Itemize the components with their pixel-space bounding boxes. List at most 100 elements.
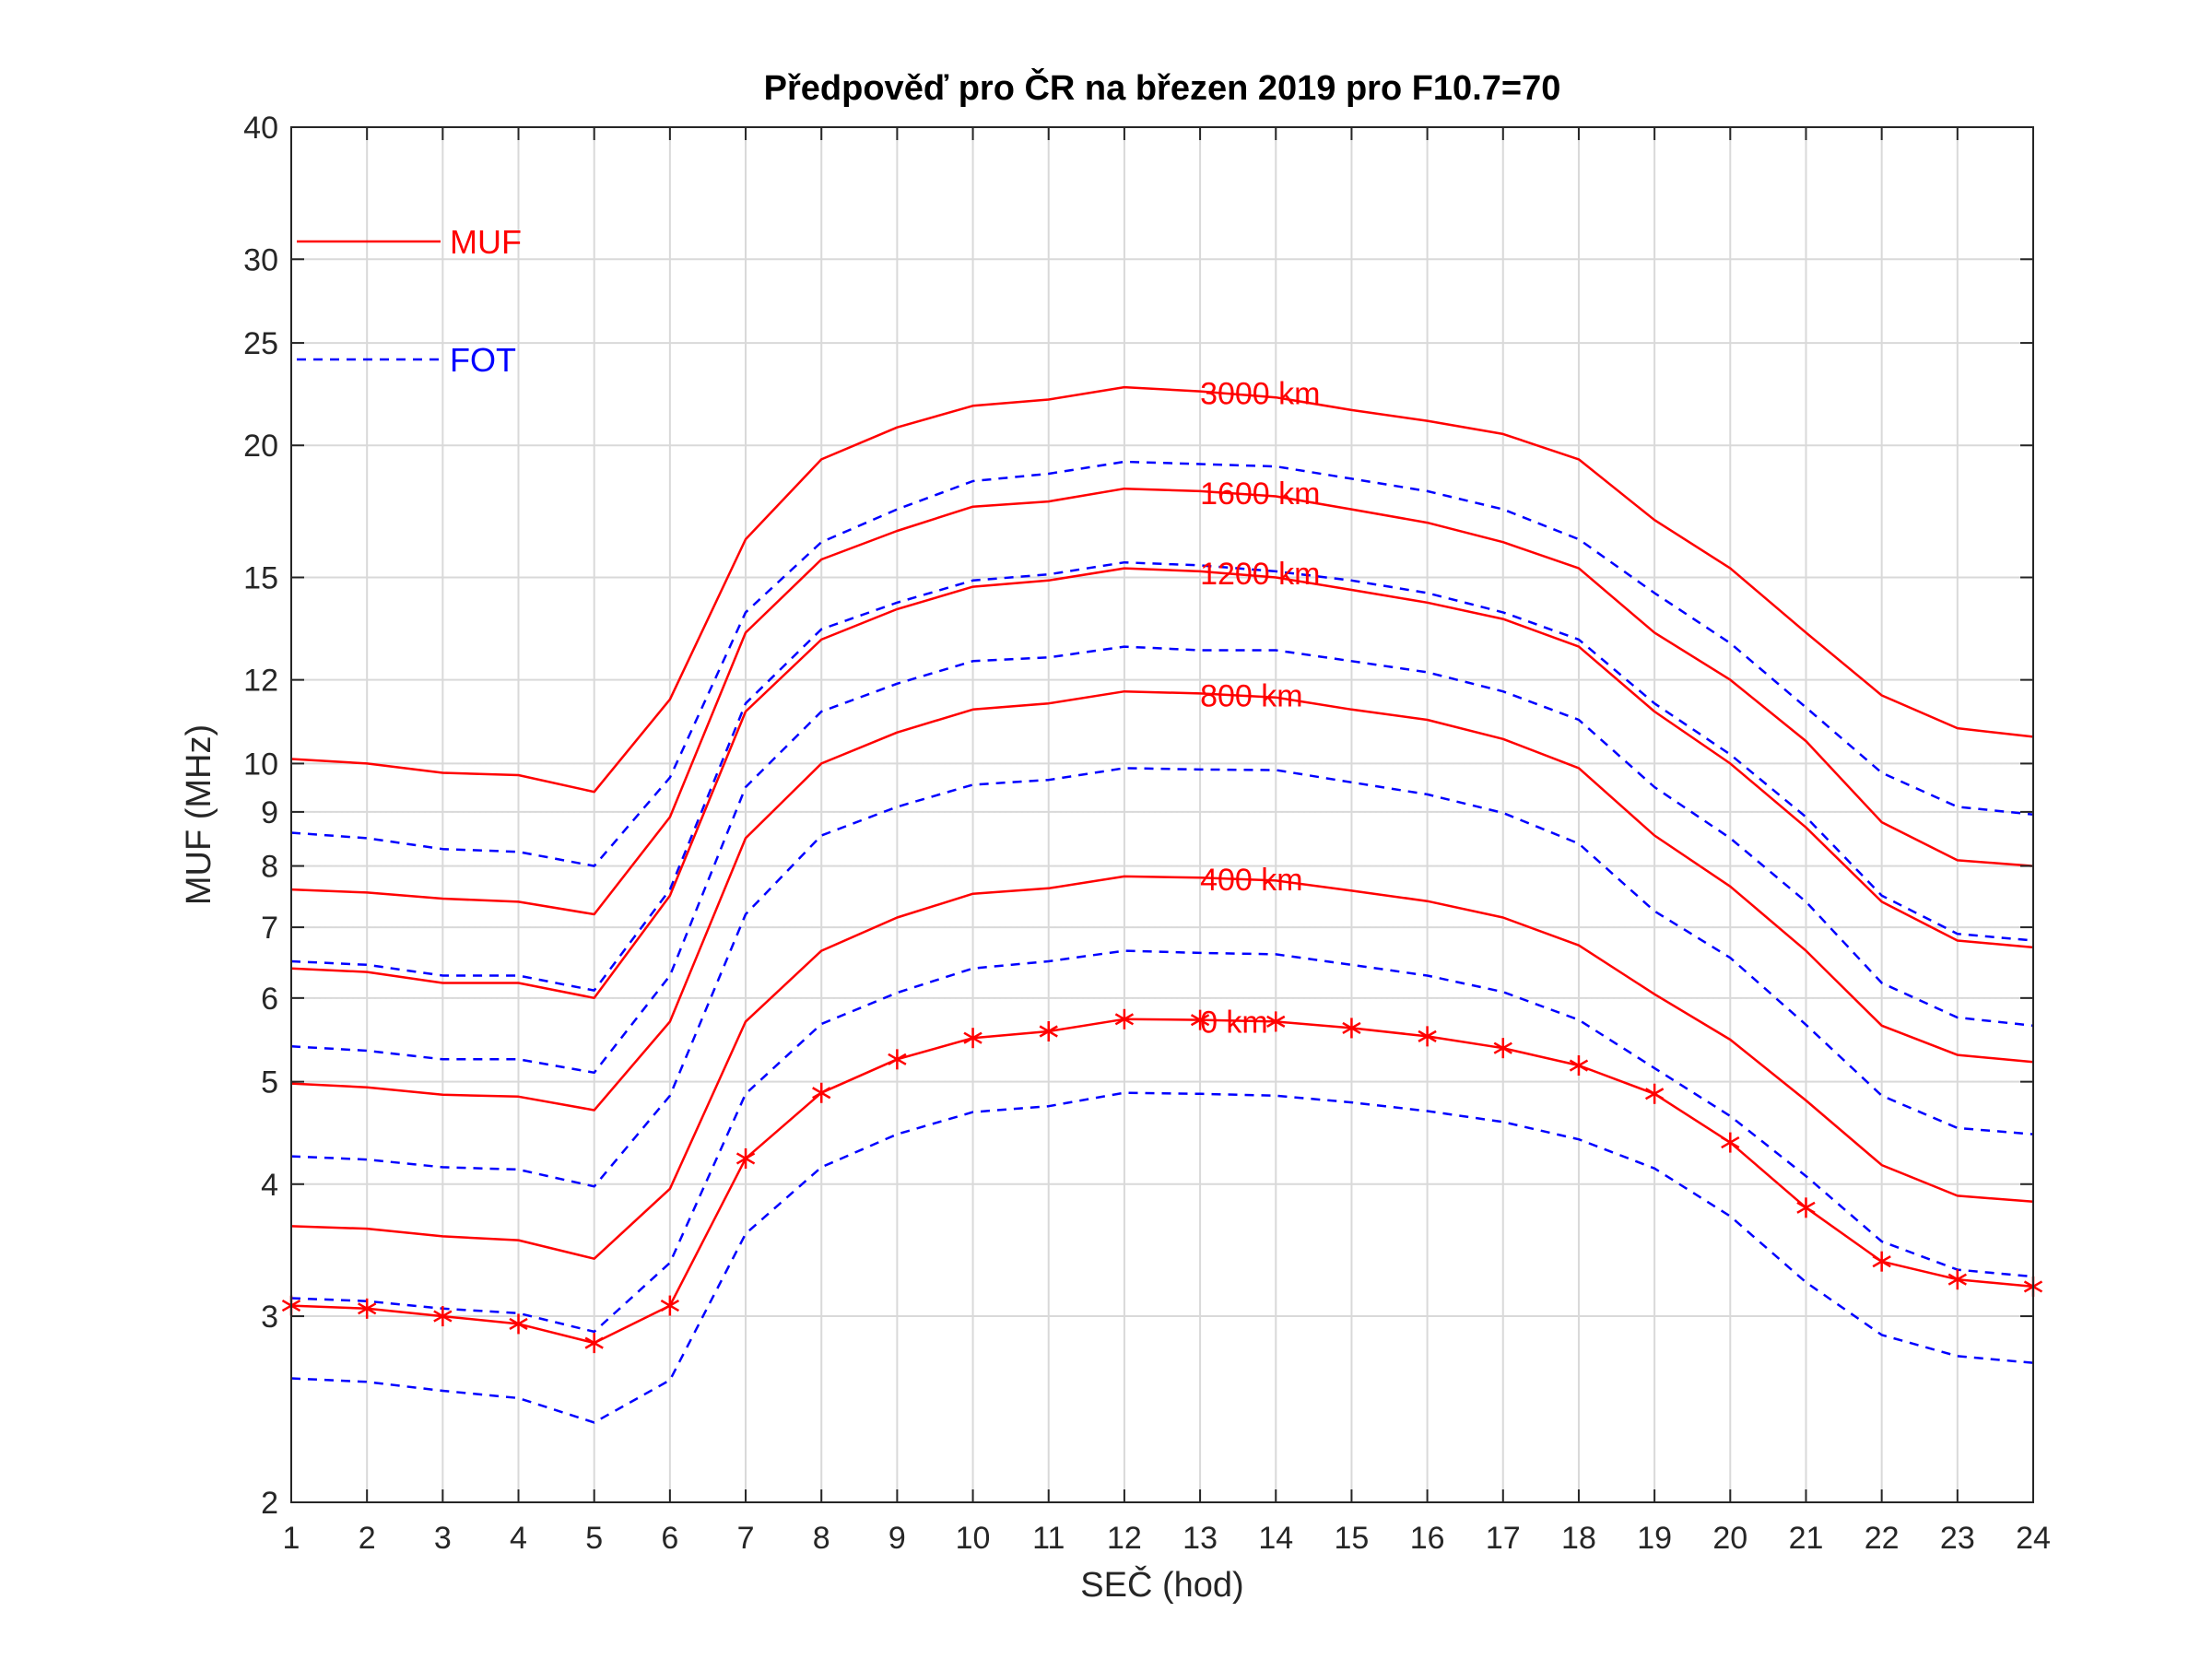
muf-3000km-line — [290, 385, 2034, 794]
asterisk-marker — [963, 1028, 982, 1049]
muf-0km-line — [290, 1018, 2034, 1345]
distance-label: 1200 km — [1200, 557, 1320, 592]
y-tick-label: 30 — [243, 242, 278, 277]
asterisk-marker — [1644, 1083, 1665, 1104]
x-tick-label: 4 — [510, 1521, 527, 1556]
distance-label: 3000 km — [1200, 377, 1320, 412]
asterisk-marker — [1039, 1020, 1058, 1041]
muf-1200km-line — [290, 567, 2034, 1000]
x-tick-label: 3 — [434, 1521, 452, 1556]
asterisk-stroke — [812, 1087, 831, 1100]
grid — [290, 126, 2034, 1503]
asterisk-stroke — [1569, 1059, 1589, 1072]
x-tick-label: 24 — [2016, 1521, 2051, 1556]
plot-border — [290, 126, 2034, 1503]
fot-800km-line — [290, 767, 2034, 1188]
x-tick-label: 22 — [1865, 1521, 1900, 1556]
asterisk-marker — [1796, 1197, 1816, 1218]
asterisk-stroke — [358, 1302, 377, 1315]
x-tick-label: 16 — [1410, 1521, 1445, 1556]
x-tick-label: 20 — [1712, 1521, 1747, 1556]
legend-fot-label: FOT — [450, 341, 516, 379]
asterisk-stroke — [1418, 1030, 1437, 1042]
asterisk-marker — [660, 1295, 680, 1316]
x-tick-label: 5 — [585, 1521, 603, 1556]
series-layer — [281, 385, 2043, 1424]
asterisk-marker — [584, 1333, 604, 1354]
muf-1600km-line — [290, 487, 2034, 916]
x-tick-label: 9 — [888, 1521, 906, 1556]
asterisk-marker — [735, 1147, 756, 1169]
y-tick-label: 2 — [261, 1486, 278, 1521]
x-tick-label: 1 — [283, 1521, 300, 1556]
x-tick-label: 14 — [1258, 1521, 1293, 1556]
asterisk-stroke — [1796, 1201, 1816, 1214]
x-tick-label: 21 — [1789, 1521, 1824, 1556]
x-tick-label: 18 — [1561, 1521, 1596, 1556]
asterisk-marker — [1418, 1026, 1437, 1047]
asterisk-marker — [358, 1298, 377, 1319]
y-tick-label: 7 — [261, 911, 278, 946]
asterisk-stroke — [660, 1299, 680, 1312]
y-tick-label: 3 — [261, 1300, 278, 1335]
chart-title: Předpověď pro ČR na březen 2019 pro F10.… — [764, 66, 1561, 108]
asterisk-marker — [1721, 1132, 1740, 1153]
x-tick-label: 7 — [737, 1521, 755, 1556]
y-tick-label: 10 — [243, 747, 278, 782]
x-tick-label: 6 — [661, 1521, 678, 1556]
annotation-layer: 3000 km 1600 km 1200 km 800 km 400 km 0 km — [1200, 377, 1320, 1041]
asterisk-marker — [433, 1306, 453, 1327]
x-tick-label: 2 — [359, 1521, 376, 1556]
asterisk-stroke — [888, 1053, 907, 1065]
distance-label: 800 km — [1200, 678, 1303, 713]
asterisk-stroke — [584, 1336, 604, 1349]
asterisk-marker — [1342, 1018, 1361, 1039]
fot-400km-line — [290, 949, 2034, 1334]
legend: MUF FOT — [297, 223, 522, 379]
y-tick-label: 12 — [243, 664, 278, 699]
x-tick-label: 15 — [1335, 1521, 1370, 1556]
y-tick-label: 6 — [261, 982, 278, 1017]
plot-area — [291, 127, 2033, 1502]
fot-0km-line — [290, 1091, 2034, 1424]
asterisk-stroke — [735, 1152, 756, 1165]
asterisk-marker — [888, 1049, 907, 1070]
asterisk-marker — [1114, 1008, 1135, 1030]
x-tick-label: 8 — [813, 1521, 830, 1556]
asterisk-marker — [1190, 1009, 1210, 1030]
asterisk-marker — [1569, 1055, 1589, 1077]
y-tick-label: 9 — [261, 795, 278, 830]
asterisk-stroke — [1190, 1014, 1210, 1027]
asterisk-marker — [509, 1313, 528, 1335]
y-tick-label: 5 — [261, 1065, 278, 1100]
asterisk-stroke — [963, 1031, 982, 1044]
distance-label: 0 km — [1200, 1006, 1268, 1041]
legend-muf-label: MUF — [450, 223, 522, 261]
asterisk-stroke — [1872, 1255, 1891, 1268]
x-tick-label: 10 — [956, 1521, 991, 1556]
y-tick-label: 15 — [243, 560, 278, 595]
muf-400km-line — [290, 875, 2034, 1260]
y-tick-label: 40 — [243, 111, 278, 146]
asterisk-marker — [1947, 1269, 1967, 1290]
x-axis-label: SEČ (hod) — [1080, 1564, 1243, 1605]
asterisk-marker — [1493, 1038, 1512, 1059]
asterisk-stroke — [1266, 1015, 1286, 1028]
x-tick-label: 23 — [1940, 1521, 1975, 1556]
asterisk-stroke — [509, 1317, 528, 1331]
asterisk-stroke — [1721, 1136, 1740, 1149]
muf-800km-line — [290, 689, 2034, 1112]
asterisk-stroke — [1039, 1025, 1058, 1038]
asterisk-stroke — [1493, 1041, 1512, 1054]
y-tick-label: 4 — [261, 1168, 278, 1203]
asterisk-stroke — [1342, 1021, 1361, 1035]
y-tick-label: 20 — [243, 429, 278, 464]
asterisk-stroke — [1114, 1013, 1135, 1026]
x-tick-label: 19 — [1637, 1521, 1672, 1556]
y-axis-label: MUF (MHz) — [180, 724, 218, 905]
asterisk-stroke — [433, 1310, 453, 1323]
y-tick-label: 8 — [261, 850, 278, 885]
distance-label: 1600 km — [1200, 477, 1320, 512]
x-tick-label: 11 — [1032, 1521, 1065, 1556]
